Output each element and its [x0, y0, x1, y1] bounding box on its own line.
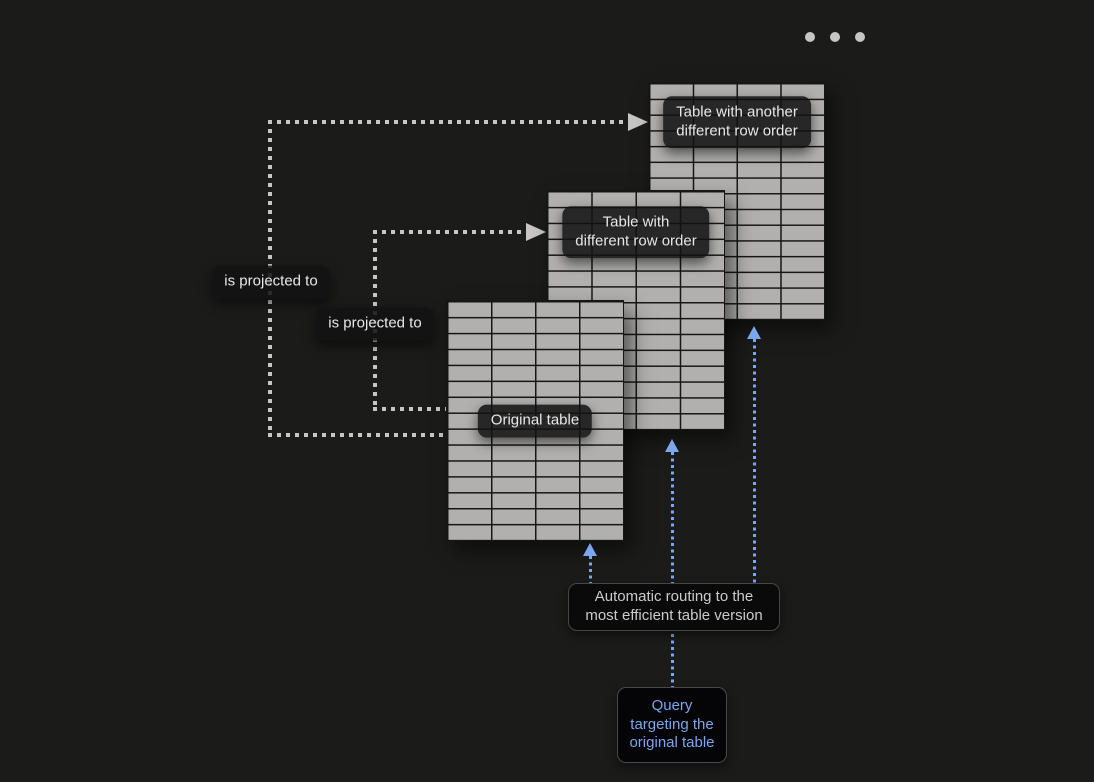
- projection-path-outer-horizontal: [268, 120, 628, 124]
- query-to-routing-line: [671, 634, 674, 687]
- table-label-original: Original table: [477, 404, 593, 438]
- dot-icon: [830, 32, 840, 42]
- original-table: [446, 300, 624, 541]
- projection-path-inner-bottom: [373, 407, 446, 411]
- routing-line-to-original-table: [589, 556, 592, 583]
- projection-path-outer-bottom: [268, 433, 446, 437]
- table-label-different-row-order: Table with different row order: [562, 206, 710, 258]
- projection-arrowhead-inner-icon: [526, 223, 546, 241]
- edge-label-is-projected-to-inner: is projected to: [315, 307, 435, 341]
- projection-arrowhead-outer-icon: [628, 113, 648, 131]
- routing-arrowhead-top-icon: [747, 326, 761, 339]
- automatic-routing-note: Automatic routing to the most efficient …: [568, 583, 780, 631]
- query-box: Query targeting the original table: [617, 687, 727, 763]
- table-label-another-row-order: Table with another different row order: [663, 96, 811, 148]
- routing-arrowhead-original-icon: [583, 543, 597, 556]
- dot-icon: [855, 32, 865, 42]
- projection-path-inner-horizontal: [373, 230, 526, 234]
- routing-arrowhead-middle-icon: [665, 439, 679, 452]
- dot-icon: [805, 32, 815, 42]
- routing-line-to-top-table: [753, 339, 756, 583]
- edge-label-is-projected-to-outer: is projected to: [211, 265, 331, 299]
- routing-line-to-middle-table: [671, 452, 674, 583]
- ellipsis-menu-icon[interactable]: [805, 32, 865, 42]
